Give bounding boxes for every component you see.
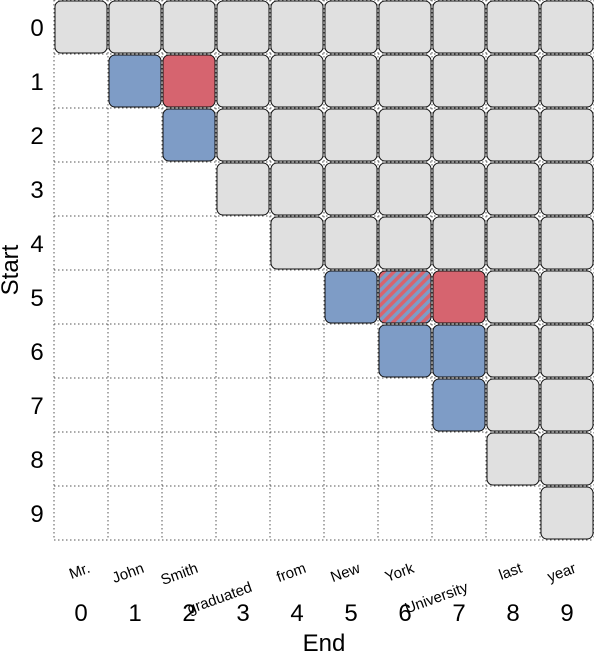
cell-blue-r6-c6 — [378, 324, 432, 378]
x-tick-label: 5 — [344, 600, 357, 627]
cell-gray-r4-c9 — [540, 216, 594, 270]
cell-gray-r0-c8 — [486, 0, 540, 54]
cell-gray-r0-c3 — [216, 0, 270, 54]
cell-gray-r1-c9 — [540, 54, 594, 108]
x-tick-label: 8 — [506, 600, 519, 627]
cell-red-r5-c7 — [432, 270, 486, 324]
cell-gray-r1-c3 — [216, 54, 270, 108]
cell-gray-r2-c5 — [324, 108, 378, 162]
cell-hatched-r5-c6 — [378, 270, 432, 324]
cell-red-r1-c2 — [162, 54, 216, 108]
x-tick-label: 1 — [128, 600, 141, 627]
cell-gray-r3-c9 — [540, 162, 594, 216]
token-label: Mr. — [67, 560, 92, 583]
cell-blue-r6-c7 — [432, 324, 486, 378]
cell-gray-r3-c5 — [324, 162, 378, 216]
cell-gray-r4-c7 — [432, 216, 486, 270]
token-label: Smith — [159, 560, 201, 589]
y-tick-label: 1 — [30, 69, 43, 96]
cell-gray-r6-c9 — [540, 324, 594, 378]
cell-gray-r2-c6 — [378, 108, 432, 162]
x-tick-label: 2 — [182, 600, 195, 627]
cell-gray-r1-c7 — [432, 54, 486, 108]
cell-gray-r2-c4 — [270, 108, 324, 162]
token-label: New — [328, 560, 362, 586]
cell-gray-r6-c8 — [486, 324, 540, 378]
token-label: last — [497, 559, 526, 583]
cell-gray-r4-c8 — [486, 216, 540, 270]
y-tick-label: 9 — [30, 501, 43, 528]
x-tick-label: 9 — [560, 600, 573, 627]
y-tick-label: 8 — [30, 447, 43, 474]
token-label: year — [545, 560, 578, 586]
cell-gray-r3-c7 — [432, 162, 486, 216]
y-axis-label: Start — [0, 244, 24, 295]
cell-gray-r2-c8 — [486, 108, 540, 162]
token-label: York — [383, 560, 417, 586]
cell-gray-r5-c9 — [540, 270, 594, 324]
cell-gray-r2-c3 — [216, 108, 270, 162]
cell-gray-r3-c6 — [378, 162, 432, 216]
cell-gray-r0-c9 — [540, 0, 594, 54]
cell-gray-r4-c4 — [270, 216, 324, 270]
cell-gray-r0-c4 — [270, 0, 324, 54]
x-tick-label: 7 — [452, 600, 465, 627]
x-axis-label: End — [303, 630, 346, 654]
cell-gray-r1-c8 — [486, 54, 540, 108]
cell-gray-r7-c8 — [486, 378, 540, 432]
cell-gray-r8-c9 — [540, 432, 594, 486]
token-label: from — [274, 560, 308, 586]
cell-gray-r3-c4 — [270, 162, 324, 216]
cell-gray-r0-c7 — [432, 0, 486, 54]
cell-gray-r0-c0 — [54, 0, 108, 54]
cell-gray-r4-c6 — [378, 216, 432, 270]
cell-blue-r5-c5 — [324, 270, 378, 324]
cell-gray-r1-c6 — [378, 54, 432, 108]
cells — [54, 0, 594, 540]
cell-gray-r0-c5 — [324, 0, 378, 54]
token-label: John — [110, 560, 146, 587]
cell-gray-r3-c3 — [216, 162, 270, 216]
y-tick-label: 4 — [30, 231, 43, 258]
y-tick-label: 3 — [30, 177, 43, 204]
cell-gray-r5-c8 — [486, 270, 540, 324]
cell-gray-r9-c9 — [540, 486, 594, 540]
cell-blue-r2-c2 — [162, 108, 216, 162]
cell-gray-r8-c8 — [486, 432, 540, 486]
cell-gray-r4-c5 — [324, 216, 378, 270]
cell-gray-r1-c5 — [324, 54, 378, 108]
x-tick-label: 0 — [74, 600, 87, 627]
cell-blue-r1-c1 — [108, 54, 162, 108]
y-tick-label: 7 — [30, 393, 43, 420]
x-tick-label: 6 — [398, 600, 411, 627]
cell-gray-r7-c9 — [540, 378, 594, 432]
y-tick-label: 5 — [30, 285, 43, 312]
cell-gray-r0-c6 — [378, 0, 432, 54]
cell-gray-r0-c1 — [108, 0, 162, 54]
x-tick-label: 4 — [290, 600, 303, 627]
cell-gray-r0-c2 — [162, 0, 216, 54]
x-tick-label: 3 — [236, 600, 249, 627]
cell-gray-r2-c7 — [432, 108, 486, 162]
y-tick-label: 6 — [30, 339, 43, 366]
cell-blue-r7-c7 — [432, 378, 486, 432]
cell-gray-r3-c8 — [486, 162, 540, 216]
cell-gray-r2-c9 — [540, 108, 594, 162]
cell-gray-r1-c4 — [270, 54, 324, 108]
y-tick-label: 0 — [30, 15, 43, 42]
y-tick-label: 2 — [30, 123, 43, 150]
